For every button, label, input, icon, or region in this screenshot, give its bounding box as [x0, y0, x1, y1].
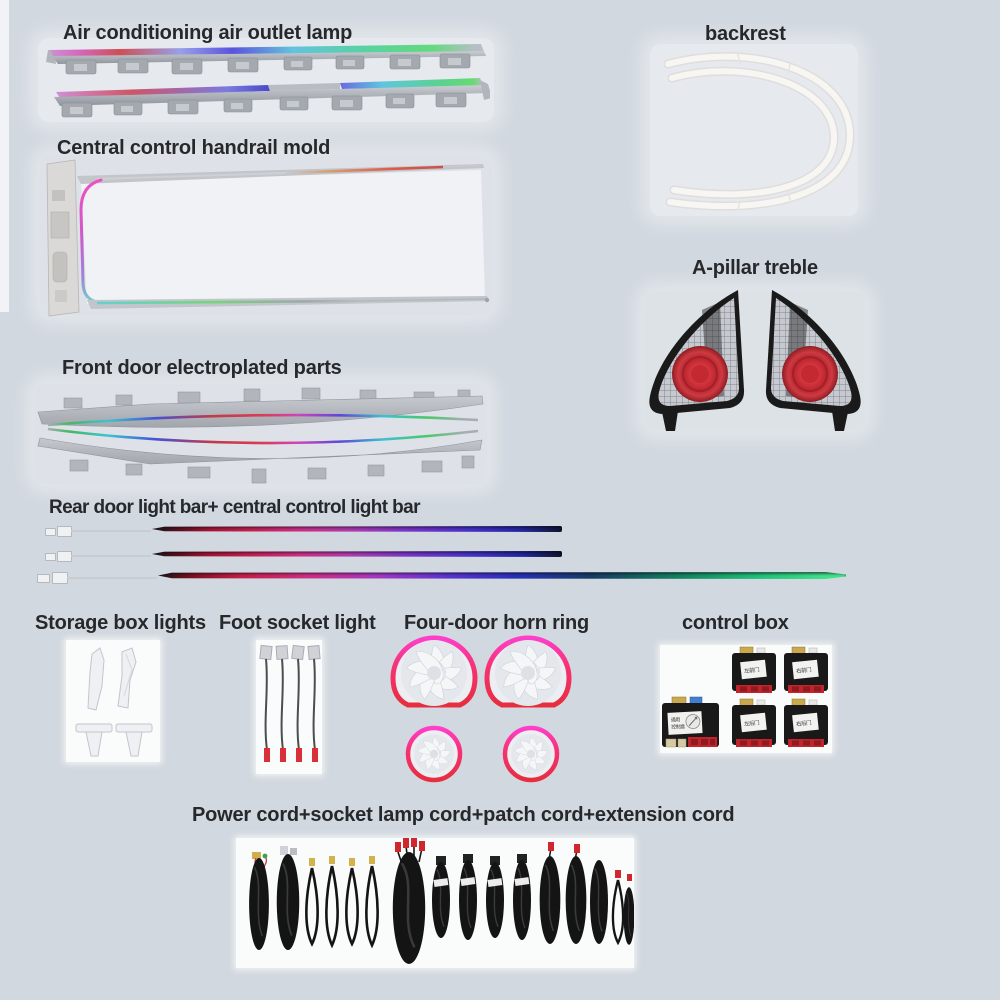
front-door-lower-strip — [37, 427, 483, 484]
a-pillar-speaker-left — [649, 290, 745, 431]
svg-text:通用: 通用 — [671, 716, 681, 723]
cords-photo — [236, 838, 635, 968]
light-bar2-connector — [45, 553, 56, 561]
a-pillar-title: A-pillar treble — [692, 257, 818, 279]
horn-ring-title: Four-door horn ring — [404, 612, 590, 634]
control-box-image: 左前门 右前门 通用 控制盒 — [662, 646, 828, 748]
storage-box-photo — [66, 640, 160, 762]
storage-title: Storage box lights — [35, 612, 206, 634]
front-door-title: Front door electroplated parts — [62, 357, 342, 379]
main-harness — [391, 838, 427, 966]
light-bar-title: Rear door light bar+ central control lig… — [49, 497, 421, 518]
central-control-light-bar — [158, 572, 846, 579]
front-door-parts-image — [37, 387, 484, 484]
handrail-mold-image — [46, 159, 490, 317]
svg-text:控制盒: 控制盒 — [671, 723, 685, 731]
foot-socket-light-image — [259, 644, 321, 762]
backrest-title: backrest — [705, 23, 786, 45]
light-bar2-plug — [57, 551, 72, 562]
svg-text:右前门: 右前门 — [796, 665, 812, 675]
control-box-photo: 左前门 右前门 通用 控制盒 — [660, 645, 832, 753]
strip1-clips — [65, 53, 471, 75]
control-module-3: 左后门 — [732, 698, 776, 747]
socket-lamp-cord — [275, 846, 301, 951]
light-bar2-wire — [71, 555, 151, 557]
storage-box-lights-image — [75, 647, 153, 757]
light-bar1-wire — [71, 530, 151, 532]
extension-cords — [431, 854, 532, 941]
a-pillar-treble-image — [649, 289, 862, 432]
foot-socket-title: Foot socket light — [219, 612, 376, 634]
light-bar1-plug — [57, 526, 72, 537]
front-door-upper-strip — [37, 387, 484, 428]
svg-text:右后门: 右后门 — [796, 718, 812, 728]
horn-ring-large-2 — [487, 638, 569, 706]
control-module-4: 右后门 — [784, 698, 828, 747]
svg-text:左后门: 左后门 — [744, 718, 760, 728]
rear-door-light-bar-1 — [152, 526, 562, 532]
rear-door-light-bar-2 — [152, 551, 562, 557]
control-module-1: 左前门 — [732, 646, 776, 693]
handrail-title: Central control handrail mold — [57, 137, 331, 159]
right-cords — [538, 842, 635, 946]
control-module-main: 通用 控制盒 — [662, 696, 719, 748]
foot-socket-photo — [256, 640, 322, 774]
air-outlet-title: Air conditioning air outlet lamp — [63, 22, 353, 44]
backrest-image — [663, 52, 855, 211]
cords-title: Power cord+socket lamp cord+patch cord+e… — [192, 804, 735, 826]
photo-edge-stripe — [0, 0, 9, 312]
light-bar1-connector — [45, 528, 56, 536]
control-box-title: control box — [682, 612, 789, 634]
patch-cords — [304, 856, 380, 947]
strip2-clips — [61, 92, 467, 118]
light-bar3-connector — [37, 574, 50, 583]
light-bar3-plug — [52, 572, 68, 584]
control-module-2: 右前门 — [784, 646, 828, 693]
horn-ring-image — [388, 630, 588, 794]
cords-image — [248, 838, 635, 966]
foot-socket-cables — [259, 644, 321, 762]
power-cord — [248, 852, 270, 951]
horn-ring-large-1 — [393, 638, 475, 706]
light-bar3-wire — [67, 577, 157, 579]
horn-ring-small-1 — [408, 728, 460, 780]
air-outlet-lamp-image — [46, 44, 490, 118]
light-bars-image — [35, 512, 895, 587]
horn-ring-small-2 — [505, 728, 557, 780]
svg-text:左前门: 左前门 — [744, 665, 760, 675]
